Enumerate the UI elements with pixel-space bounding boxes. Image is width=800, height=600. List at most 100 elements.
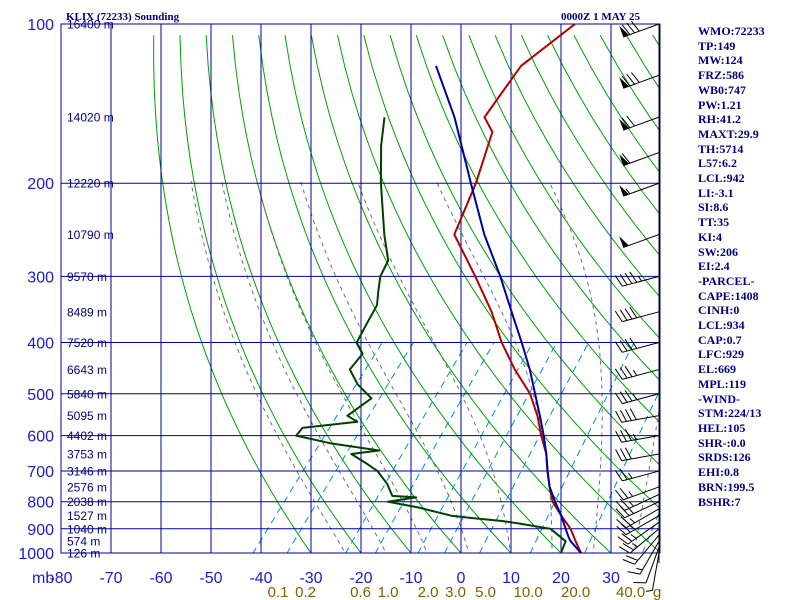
dry-adiabat <box>363 35 660 510</box>
moist-adiabats <box>190 180 660 553</box>
wind-barb <box>619 20 660 38</box>
wind-barb <box>615 486 660 501</box>
mixing-ratio-line <box>345 342 468 553</box>
mixing-ratio-label: 0.2 <box>295 584 316 600</box>
wind-barb <box>646 552 660 592</box>
pressure-tick-labels: 100 200 300 400 500 600 700 800 900 1000 mb <box>18 17 54 587</box>
stability-indices: WMO:72233 TP:149 MW:124 FRZ:586 WB0:747 PW:1.… <box>698 24 765 509</box>
index-item: MW:124 <box>698 53 743 68</box>
wind-barb <box>614 468 660 482</box>
index-item: LI:-3.1 <box>698 185 734 200</box>
mixing-ratio-label: 5.0 <box>475 584 496 600</box>
index-item: L57:6.2 <box>698 156 737 171</box>
mixing-ratio-unit: g <box>653 584 661 600</box>
pressure-tick-label: 600 <box>27 429 54 446</box>
wind-barb <box>622 534 660 565</box>
mixing-ratio-lines <box>252 342 660 553</box>
wind-barb <box>614 365 660 380</box>
height-label: 5095 m <box>67 409 107 423</box>
wind-barb <box>619 72 660 89</box>
index-item: TH:5714 <box>698 141 744 156</box>
mixing-ratio-label: 40.0 <box>616 584 645 600</box>
parcel-line <box>435 65 582 553</box>
temperature-tick-label: 0 <box>457 570 466 587</box>
index-item: LCL:934 <box>698 318 745 333</box>
mixing-ratio-labels: 0.1 0.2 0.6 1.0 2.0 3.0 5.0 10.0 20.0 40.0 g <box>268 584 662 600</box>
index-item: -PARCEL- <box>698 273 755 288</box>
dry-adiabat <box>573 34 660 174</box>
moist-adiabat <box>256 180 428 553</box>
pressure-tick-label: 1000 <box>18 546 54 563</box>
wind-barb <box>614 390 660 405</box>
wind-barb <box>615 429 660 443</box>
height-label: 1527 m <box>67 509 107 523</box>
chart-time: 0000Z 1 MAY 25 <box>561 11 640 23</box>
index-item: MAXT:29.9 <box>698 126 759 141</box>
height-label: 3753 m <box>67 448 107 462</box>
height-label: 9570 m <box>67 270 107 284</box>
temperature-tick-label: -10 <box>399 570 422 587</box>
height-label: 2038 m <box>67 495 107 509</box>
dry-adiabat <box>415 35 660 424</box>
plot-frame <box>60 23 661 554</box>
mixing-ratio-label: 0.1 <box>268 584 289 600</box>
temperature-tick-label: -40 <box>249 570 272 587</box>
height-label: 16400 m <box>67 18 114 32</box>
height-label: 12220 m <box>67 177 114 191</box>
index-item: EL:669 <box>698 362 737 377</box>
dry-adiabat <box>284 35 562 553</box>
index-item: LFC:929 <box>698 347 744 362</box>
height-label: 6643 m <box>67 363 107 377</box>
wind-barb <box>616 508 660 529</box>
height-label: 5840 m <box>67 387 107 401</box>
index-item: RH:41.2 <box>698 112 741 127</box>
wind-barb <box>619 234 660 248</box>
index-item: CINH:0 <box>698 303 740 318</box>
dry-adiabat <box>468 35 660 340</box>
temperature-tick-label: -80 <box>49 570 72 587</box>
wind-barb <box>627 540 660 575</box>
wind-barb <box>633 547 660 584</box>
pressure-tick-label: 100 <box>27 17 54 34</box>
grid <box>60 23 661 554</box>
height-label: 1040 m <box>67 522 107 536</box>
temperature-tick-label: -60 <box>149 570 172 587</box>
dry-adiabat <box>520 34 660 257</box>
wind-barb <box>619 115 660 131</box>
moist-adiabat <box>548 180 603 553</box>
dry-adiabat <box>310 35 612 553</box>
wind-barb <box>619 182 660 197</box>
mixing-ratio-line <box>417 342 534 553</box>
mixing-ratio-line <box>479 342 589 553</box>
temperature-tick-labels: -80 -70 -60 -50 -40 -30 -20 -10 0 10 20 30 <box>49 570 620 587</box>
temperature-tick-label: -20 <box>349 570 372 587</box>
dry-adiabat <box>153 35 312 553</box>
mixing-ratio-line <box>252 342 383 553</box>
height-label: 4402 m <box>67 429 107 443</box>
index-item: KI:4 <box>698 229 722 244</box>
height-label: 574 m <box>67 535 100 549</box>
temperature-line <box>453 24 587 553</box>
index-item: TP:149 <box>698 38 736 53</box>
wind-barbs <box>614 20 660 592</box>
index-item: STM:224/13 <box>698 406 762 421</box>
wind-barb <box>614 337 660 353</box>
pressure-tick-label: 300 <box>27 269 54 286</box>
moist-adiabat <box>435 180 553 553</box>
dry-adiabat <box>258 35 512 553</box>
mixing-ratio-label: 3.0 <box>445 584 466 600</box>
mixing-ratio-line <box>529 342 635 553</box>
mixing-ratio-label: 0.6 <box>350 584 371 600</box>
mixing-ratio-line <box>444 342 558 553</box>
index-item: TT:35 <box>698 215 730 230</box>
index-item: LCL:942 <box>698 171 745 186</box>
index-item: SRDS:126 <box>698 450 751 465</box>
index-item: WB0:747 <box>698 82 746 97</box>
index-item: -WIND- <box>698 391 740 406</box>
wind-barb <box>614 271 660 287</box>
wind-barb <box>615 408 660 423</box>
temperature-tick-label: -70 <box>99 570 122 587</box>
height-label: 8489 m <box>67 305 107 319</box>
